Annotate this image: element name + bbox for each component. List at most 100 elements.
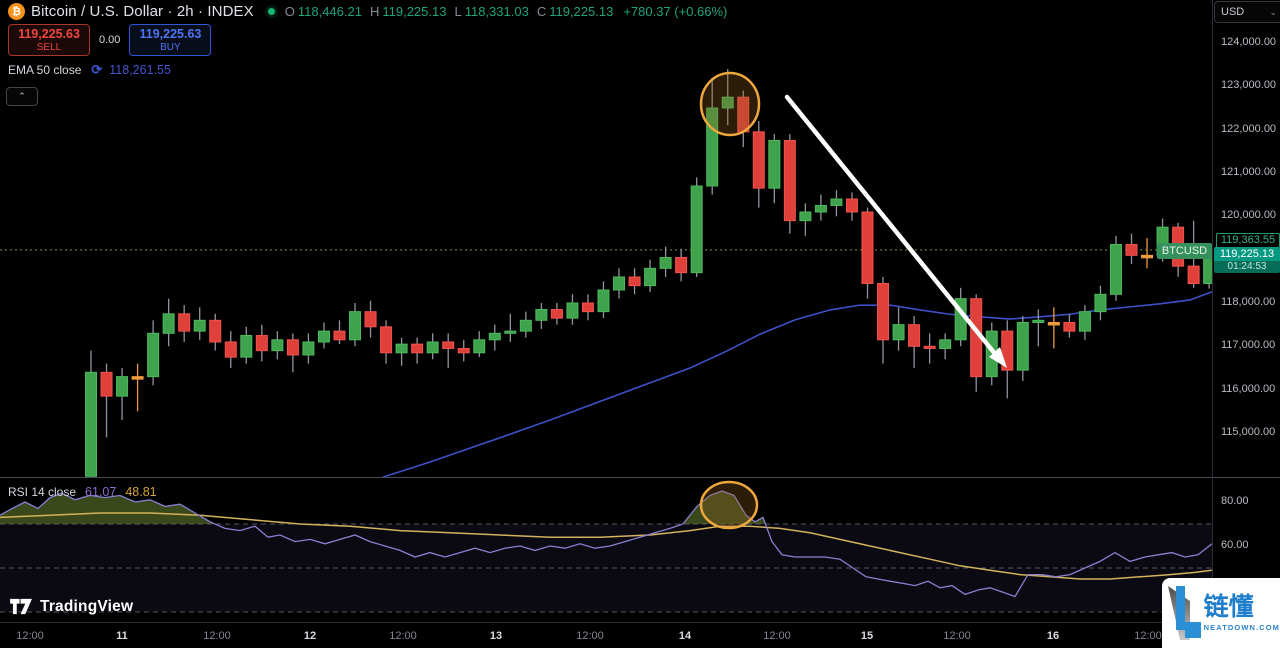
highlight-circle-annotation[interactable] xyxy=(699,480,759,530)
candle-body xyxy=(209,319,222,343)
rsi-legend[interactable]: RSI 14 close 61.07 48.81 xyxy=(8,485,157,499)
candle-body xyxy=(613,276,626,291)
candle-body xyxy=(566,302,579,319)
candle-body xyxy=(1047,321,1060,326)
candle-body xyxy=(457,347,470,354)
candle-body xyxy=(752,131,765,189)
candle-body xyxy=(255,334,268,352)
time-tick-hour: 12:00 xyxy=(943,630,971,642)
candle-body xyxy=(1001,330,1014,371)
candle-body xyxy=(706,107,719,187)
highlight-circle-annotation[interactable] xyxy=(699,71,761,137)
separator: · xyxy=(167,3,173,20)
tradingview-logo[interactable]: TradingView xyxy=(10,597,133,616)
candle-body xyxy=(147,332,160,378)
time-tick-day: 12 xyxy=(303,630,317,642)
candle-body xyxy=(380,326,393,354)
ema-label: EMA 50 close xyxy=(8,63,82,77)
sell-button[interactable]: 119,225.63 SELL xyxy=(8,24,90,56)
rsi-pane[interactable] xyxy=(0,490,1212,613)
currency-selector[interactable]: USD ⌄ xyxy=(1214,1,1280,23)
candle-body xyxy=(488,332,501,341)
collapse-legend-button[interactable]: ⌃ xyxy=(6,87,38,106)
rsi-ma-line xyxy=(0,512,1212,580)
candle-body xyxy=(395,343,408,354)
symbol-title[interactable]: Bitcoin / U.S. Dollar · 2h · INDEX xyxy=(31,3,254,20)
candle-body xyxy=(1125,243,1138,256)
price-tick-label: 122,000.00 xyxy=(1221,122,1277,135)
candle-body xyxy=(597,289,610,313)
candle-body xyxy=(116,376,129,397)
candle-body xyxy=(690,185,703,274)
candle-body xyxy=(1094,293,1107,313)
buy-button[interactable]: 119,225.63 BUY xyxy=(129,24,212,56)
interval-label: 2h xyxy=(176,3,194,20)
price-tick-label: 116,000.00 xyxy=(1221,382,1276,395)
high-value: 119,225.13 xyxy=(382,4,447,19)
rsi-tick-label: 60.00 xyxy=(1221,539,1249,551)
sell-price: 119,225.63 xyxy=(18,26,80,41)
ema-value: 118,261.55 xyxy=(109,63,171,77)
time-tick-hour: 12:00 xyxy=(1134,630,1162,642)
candle-body xyxy=(1078,311,1091,332)
candle-body xyxy=(659,256,672,269)
high-price-label: 119,363.55 xyxy=(1216,233,1280,248)
symbol-price-tag: BTCUSD xyxy=(1157,243,1212,259)
ema-legend[interactable]: EMA 50 close ⟳ 118,261.55 xyxy=(8,62,171,78)
rsi-overbought-fill xyxy=(0,493,215,524)
rsi-tick-label: 80.00 xyxy=(1221,495,1249,507)
candle-body xyxy=(85,371,97,477)
rsi-ma-value: 48.81 xyxy=(125,485,157,499)
candle-body xyxy=(349,311,362,341)
candle-body xyxy=(908,324,921,347)
candle-body xyxy=(861,211,874,284)
annotations-layer xyxy=(699,71,1007,530)
refresh-icon[interactable]: ⟳ xyxy=(91,62,103,77)
rsi-value: 61.07 xyxy=(85,485,117,499)
main-pane[interactable] xyxy=(0,68,1215,481)
close-label: C xyxy=(536,4,547,19)
price-tick-label: 115,000.00 xyxy=(1221,425,1276,438)
candle-body xyxy=(923,345,936,349)
rsi-label: RSI 14 close xyxy=(8,485,77,499)
candle-body xyxy=(721,96,734,109)
candle-body xyxy=(193,319,206,332)
price-axis-divider xyxy=(1212,0,1213,622)
buy-label: BUY xyxy=(160,41,181,53)
candle-body xyxy=(426,341,439,354)
candle-body xyxy=(644,267,657,287)
candle-body xyxy=(302,341,315,356)
price-tick-label: 117,000.00 xyxy=(1221,339,1276,352)
high-label: H xyxy=(369,4,380,19)
price-tick-label: 121,000.00 xyxy=(1221,165,1277,178)
candle-body xyxy=(830,198,843,206)
trade-panel: 119,225.63 SELL 0.00 119,225.63 BUY xyxy=(8,24,212,56)
time-tick-day: 11 xyxy=(116,630,128,642)
candle-body xyxy=(1109,243,1122,295)
neatdown-logo-icon xyxy=(1168,586,1201,640)
pane-divider[interactable] xyxy=(0,477,1280,478)
low-value: 118,331.03 xyxy=(464,4,529,19)
price-tick-label: 118,000.00 xyxy=(1221,295,1276,308)
tradingview-mark-icon xyxy=(10,598,32,615)
last-price-value: 119,225.13 xyxy=(1214,247,1280,261)
trend-arrow-annotation[interactable] xyxy=(784,94,999,358)
bitcoin-icon: ₿ xyxy=(8,3,25,20)
tradingview-wordmark: TradingView xyxy=(40,597,134,615)
time-tick-hour: 12:00 xyxy=(203,630,231,642)
candle-body xyxy=(1032,319,1045,323)
candle-body xyxy=(1016,321,1029,371)
ohlc-values: O 118,446.21 H 119,225.13 L 118,331.03 C… xyxy=(285,4,728,19)
low-label: L xyxy=(454,4,462,19)
time-tick-day: 15 xyxy=(860,630,874,642)
open-value: 118,446.21 xyxy=(297,4,362,19)
chevron-up-icon: ⌃ xyxy=(18,91,26,101)
chevron-down-icon: ⌄ xyxy=(1269,6,1277,17)
market-type: INDEX xyxy=(207,3,254,20)
market-status-dot[interactable] xyxy=(267,8,275,15)
candle-body xyxy=(877,282,890,341)
candle-body xyxy=(1187,265,1200,284)
separator: · xyxy=(198,3,204,20)
